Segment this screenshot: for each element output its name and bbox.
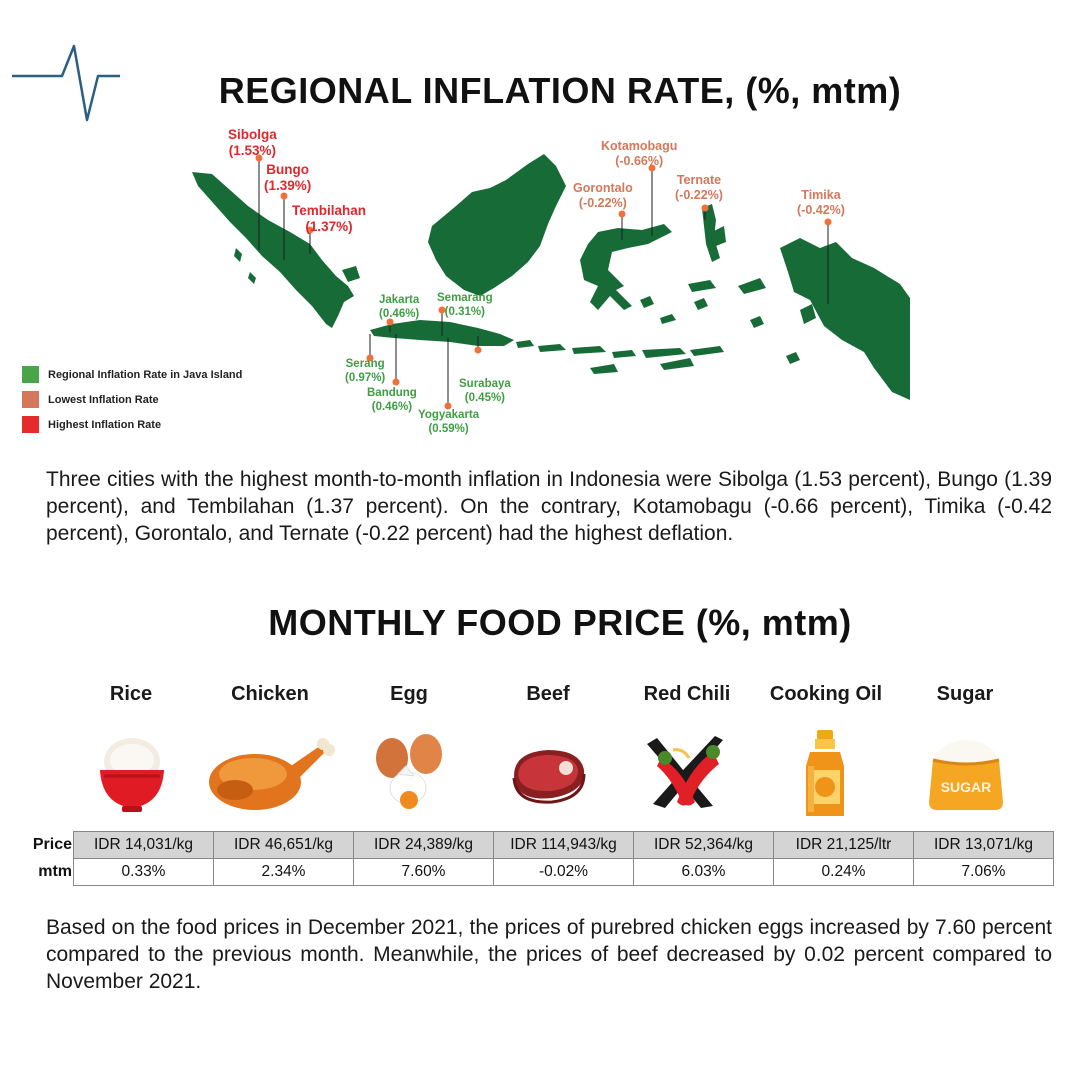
city-value: (-0.66%) [615,154,664,168]
island-sumatra [192,172,354,328]
food-label-red-chili: Red Chili [643,683,731,705]
map-legend: Regional Inflation Rate in Java Island L… [22,362,242,437]
city-label-sibolga: Sibolga (1.53%) [228,127,277,159]
island-maluku [702,204,720,262]
city-value: (0.59%) [428,423,469,435]
mtm-cell: 2.34% [213,858,354,886]
price-cell: IDR 24,389/kg [353,831,494,859]
sugar-sack-icon: SUGAR [929,740,1003,810]
map-leader-lines [258,158,829,406]
legend-label: Highest Inflation Rate [48,418,162,431]
city-value: (1.39%) [264,178,312,193]
oil-bottle-icon [806,730,844,816]
mtm-cell: -0.02% [493,858,634,886]
legend-label: Regional Inflation Rate in Java Island [48,368,243,381]
mtm-cell: 0.33% [73,858,214,886]
food-price-table: Price IDR 14,031/kg IDR 46,651/kg IDR 24… [22,831,1054,886]
map-city-dots [255,154,832,410]
city-value: (0.97%) [345,372,386,384]
city-label-kotamobagu: Kotamobagu (-0.66%) [601,139,677,169]
food-label-beef: Beef [526,683,570,705]
mtm-cell: 0.24% [773,858,914,886]
food-title: MONTHLY FOOD PRICE (%, mtm) [268,602,852,643]
city-value: (0.31%) [444,306,485,318]
legend-swatch [22,366,39,383]
city-label-surabaya: Surabaya (0.45%) [459,377,511,405]
city-value: (0.46%) [371,401,413,413]
city-value: (0.46%) [379,308,420,320]
city-name: Bungo [266,162,310,177]
city-label-bandung: Bandung (0.46%) [367,386,417,414]
mtm-cell: 7.60% [353,858,494,886]
indonesia-map [192,154,910,410]
price-cell: IDR 114,943/kg [493,831,634,859]
row-label-price: Price [32,836,72,853]
city-name: Kotamobagu [601,139,678,153]
food-label-chicken: Chicken [231,683,309,705]
city-value: (1.53%) [228,143,277,158]
food-label-sugar: Sugar [936,683,994,705]
city-label-tembilahan: Tembilahan (1.37%) [292,203,366,235]
city-name: Timika [801,188,841,202]
price-row: Price IDR 14,031/kg IDR 46,651/kg IDR 24… [22,831,1054,859]
price-cell: IDR 46,651/kg [213,831,354,859]
city-name: Serang [345,358,385,370]
island-papua [780,238,910,400]
pulse-line-icon [12,44,120,122]
row-label-mtm: mtm [38,863,72,880]
chili-pepper-icon [647,736,723,808]
city-label-jakarta: Jakarta (0.46%) [379,293,419,321]
city-name: Semarang [437,292,493,304]
egg-icon [376,734,442,809]
price-cell: IDR 21,125/ltr [773,831,914,859]
mtm-cell: 7.06% [913,858,1054,886]
legend-item-lowest: Lowest Inflation Rate [22,387,242,412]
price-cell: IDR 52,364/kg [633,831,774,859]
city-label-bungo: Bungo (1.39%) [264,162,311,194]
legend-item-highest: Highest Inflation Rate [22,412,242,437]
city-name: Bandung [367,387,417,399]
city-name: Sibolga [228,127,277,142]
price-cell: IDR 14,031/kg [73,831,214,859]
city-name: Jakarta [379,294,420,306]
city-name: Gorontalo [573,181,633,195]
legend-swatch [22,391,39,408]
sugar-sack-label: SUGAR [941,779,992,795]
map-landmass [192,154,910,400]
city-label-semarang: Semarang (0.31%) [437,291,493,319]
city-name: Yogyakarta [418,409,480,421]
city-label-gorontalo: Gorontalo (-0.22%) [573,181,633,211]
city-value: (-0.22%) [675,188,723,202]
city-label-ternate: Ternate (-0.22%) [675,173,723,203]
price-cell: IDR 13,071/kg [913,831,1054,859]
food-label-egg: Egg [390,683,428,705]
legend-swatch [22,416,39,433]
city-label-yogyakarta: Yogyakarta (0.59%) [418,408,479,436]
island-sulawesi [580,224,672,310]
food-price-paragraph: Based on the food prices in December 202… [46,916,1052,993]
city-label-serang: Serang (0.97%) [345,357,385,385]
island-borneo [428,154,566,296]
beef-steak-icon [512,750,586,804]
legend-item-java: Regional Inflation Rate in Java Island [22,362,242,387]
city-label-timika: Timika (-0.42%) [797,188,845,218]
city-name: Surabaya [459,378,511,390]
rice-bowl-icon [100,738,164,812]
city-name: Ternate [676,173,722,187]
city-value: (0.45%) [464,392,506,404]
legend-label: Lowest Inflation Rate [48,393,159,406]
map-title: REGIONAL INFLATION RATE, (%, mtm) [218,70,902,111]
city-name: Tembilahan [292,203,367,218]
city-value: (-0.22%) [578,196,627,210]
food-label-rice: Rice [109,683,153,705]
city-value: (1.37%) [305,219,353,234]
roast-chicken-icon [209,738,335,810]
city-value: (-0.42%) [797,203,845,217]
inflation-paragraph: Three cities with the highest month-to-m… [46,468,1052,545]
mtm-cell: 6.03% [633,858,774,886]
mtm-row: mtm 0.33% 2.34% 7.60% -0.02% 6.03% 0.24%… [22,858,1054,886]
food-label-cooking-oil: Cooking Oil [769,683,883,705]
